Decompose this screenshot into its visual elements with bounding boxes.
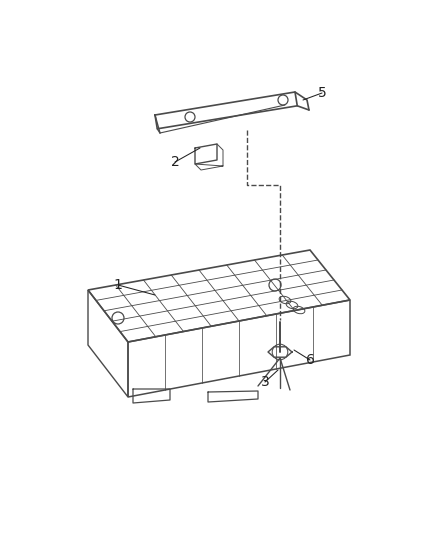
Text: 3: 3 bbox=[261, 375, 269, 389]
Text: 6: 6 bbox=[306, 353, 314, 367]
Text: 1: 1 bbox=[113, 278, 123, 292]
Text: 2: 2 bbox=[171, 155, 180, 169]
Text: 5: 5 bbox=[318, 86, 326, 100]
